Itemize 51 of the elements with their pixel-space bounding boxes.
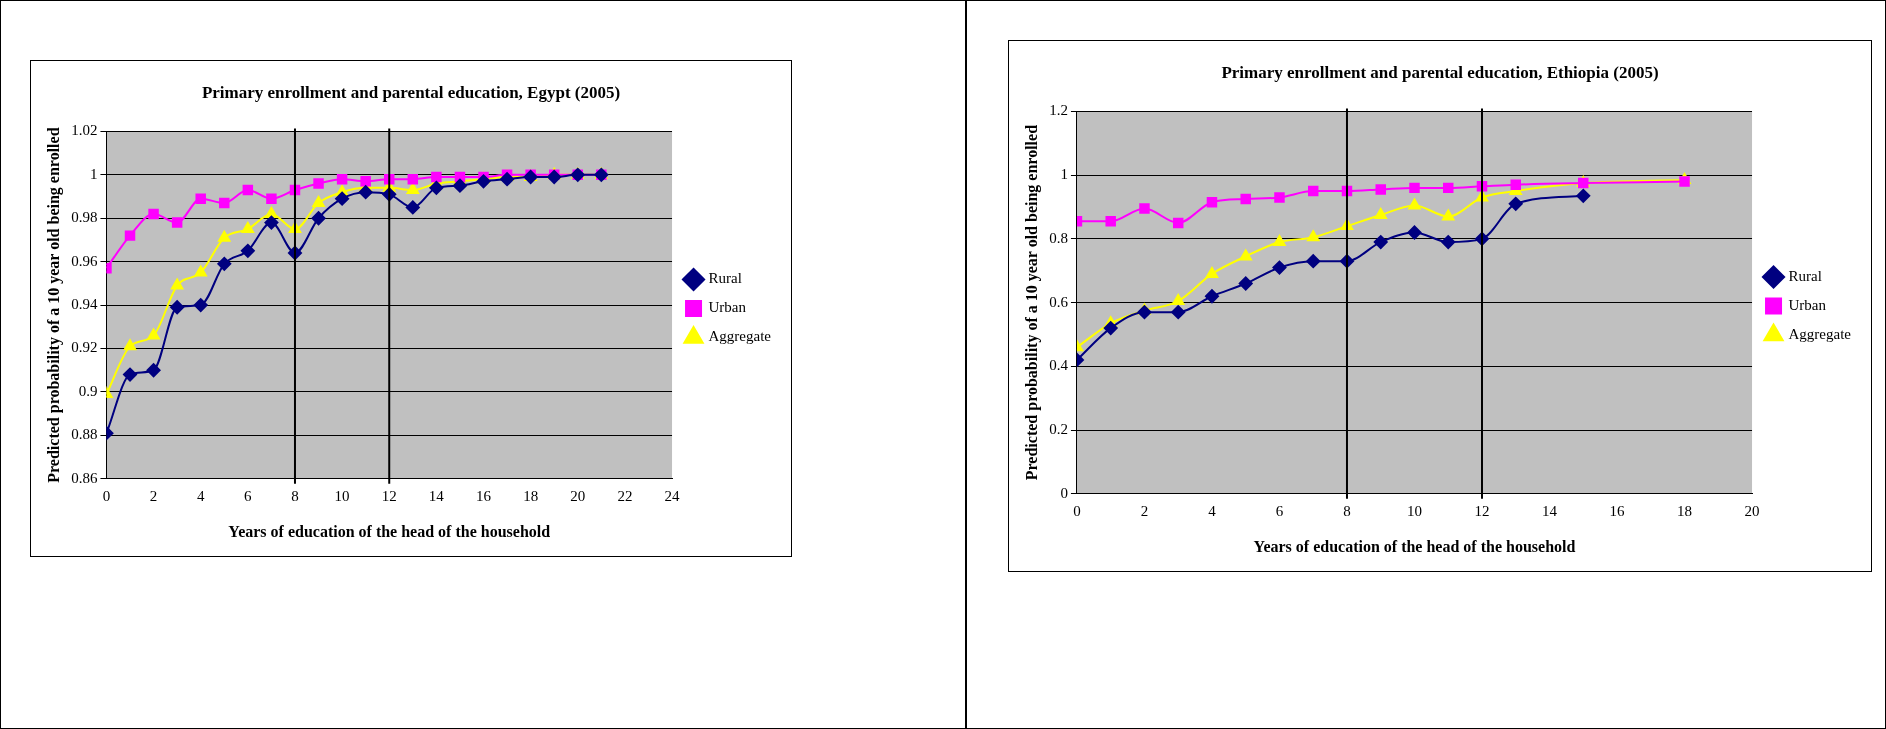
legend-label: Rural <box>708 270 742 287</box>
legend-label: Aggregate <box>708 328 772 345</box>
x-tick-label: 6 <box>244 487 253 504</box>
y-tick-label: 0.88 <box>71 426 98 443</box>
x-tick-label: 0 <box>1073 502 1081 519</box>
x-tick-label: 14 <box>428 487 445 504</box>
y-tick-label: 1.02 <box>71 122 98 139</box>
x-tick-label: 4 <box>1208 502 1217 519</box>
x-tick-label: 20 <box>570 487 586 504</box>
y-tick-label: 0.96 <box>71 252 98 269</box>
x-tick-label: 20 <box>1744 502 1760 519</box>
y-tick-label: 0.9 <box>78 382 98 399</box>
y-tick-label: 0.94 <box>71 296 98 313</box>
x-tick-label: 24 <box>664 487 681 504</box>
x-tick-label: 12 <box>1474 502 1490 519</box>
y-axis-title: Predicted probability of a 10 year old being enrolled <box>44 127 63 483</box>
y-tick-label: 0.86 <box>71 469 98 486</box>
x-tick-label: 14 <box>1542 502 1558 519</box>
x-tick-label: 0 <box>102 487 111 504</box>
y-tick-label: 1 <box>1060 166 1068 183</box>
x-tick-label: 2 <box>1140 502 1149 519</box>
x-tick-label: 8 <box>1343 502 1351 519</box>
y-axis-title: Predicted probability of a 10 year old being enrolled <box>1022 124 1041 481</box>
y-tick-label: 0.92 <box>71 339 98 356</box>
y-tick-label: 0.98 <box>71 209 98 226</box>
x-tick-label: 10 <box>1406 502 1422 519</box>
chart-title: Primary enrollment and parental education, Ethiopia (2005) <box>1221 62 1659 82</box>
legend-label: Urban <box>1788 296 1827 313</box>
x-tick-label: 2 <box>149 487 158 504</box>
legend-label: Aggregate <box>1788 325 1852 342</box>
x-tick-label: 16 <box>476 487 492 504</box>
x-tick-label: 16 <box>1609 502 1626 519</box>
x-tick-label: 10 <box>334 487 350 504</box>
y-tick-label: 1 <box>89 165 98 182</box>
chart-title: Primary enrollment and parental education, Egypt (2005) <box>201 82 621 102</box>
y-tick-label: 0.8 <box>1049 229 1068 246</box>
x-tick-label: 6 <box>1275 502 1284 519</box>
y-tick-label: 0.2 <box>1049 421 1068 437</box>
x-axis-title: Years of education of the head of the household <box>1253 537 1576 555</box>
y-tick-label: 0.6 <box>1049 293 1069 310</box>
y-tick-label: 0.4 <box>1049 357 1069 374</box>
x-tick-label: 4 <box>196 487 205 504</box>
x-axis-title: Years of education of the head of the household <box>228 522 551 540</box>
x-tick-label: 8 <box>291 487 299 504</box>
x-tick-label: 12 <box>381 487 397 504</box>
x-tick-label: 22 <box>617 487 633 504</box>
x-tick-label: 18 <box>1677 502 1693 519</box>
legend-label: Urban <box>708 299 747 316</box>
y-tick-label: 1.2 <box>1049 102 1068 119</box>
x-tick-label: 18 <box>523 487 539 504</box>
legend-label: Rural <box>1788 267 1822 284</box>
